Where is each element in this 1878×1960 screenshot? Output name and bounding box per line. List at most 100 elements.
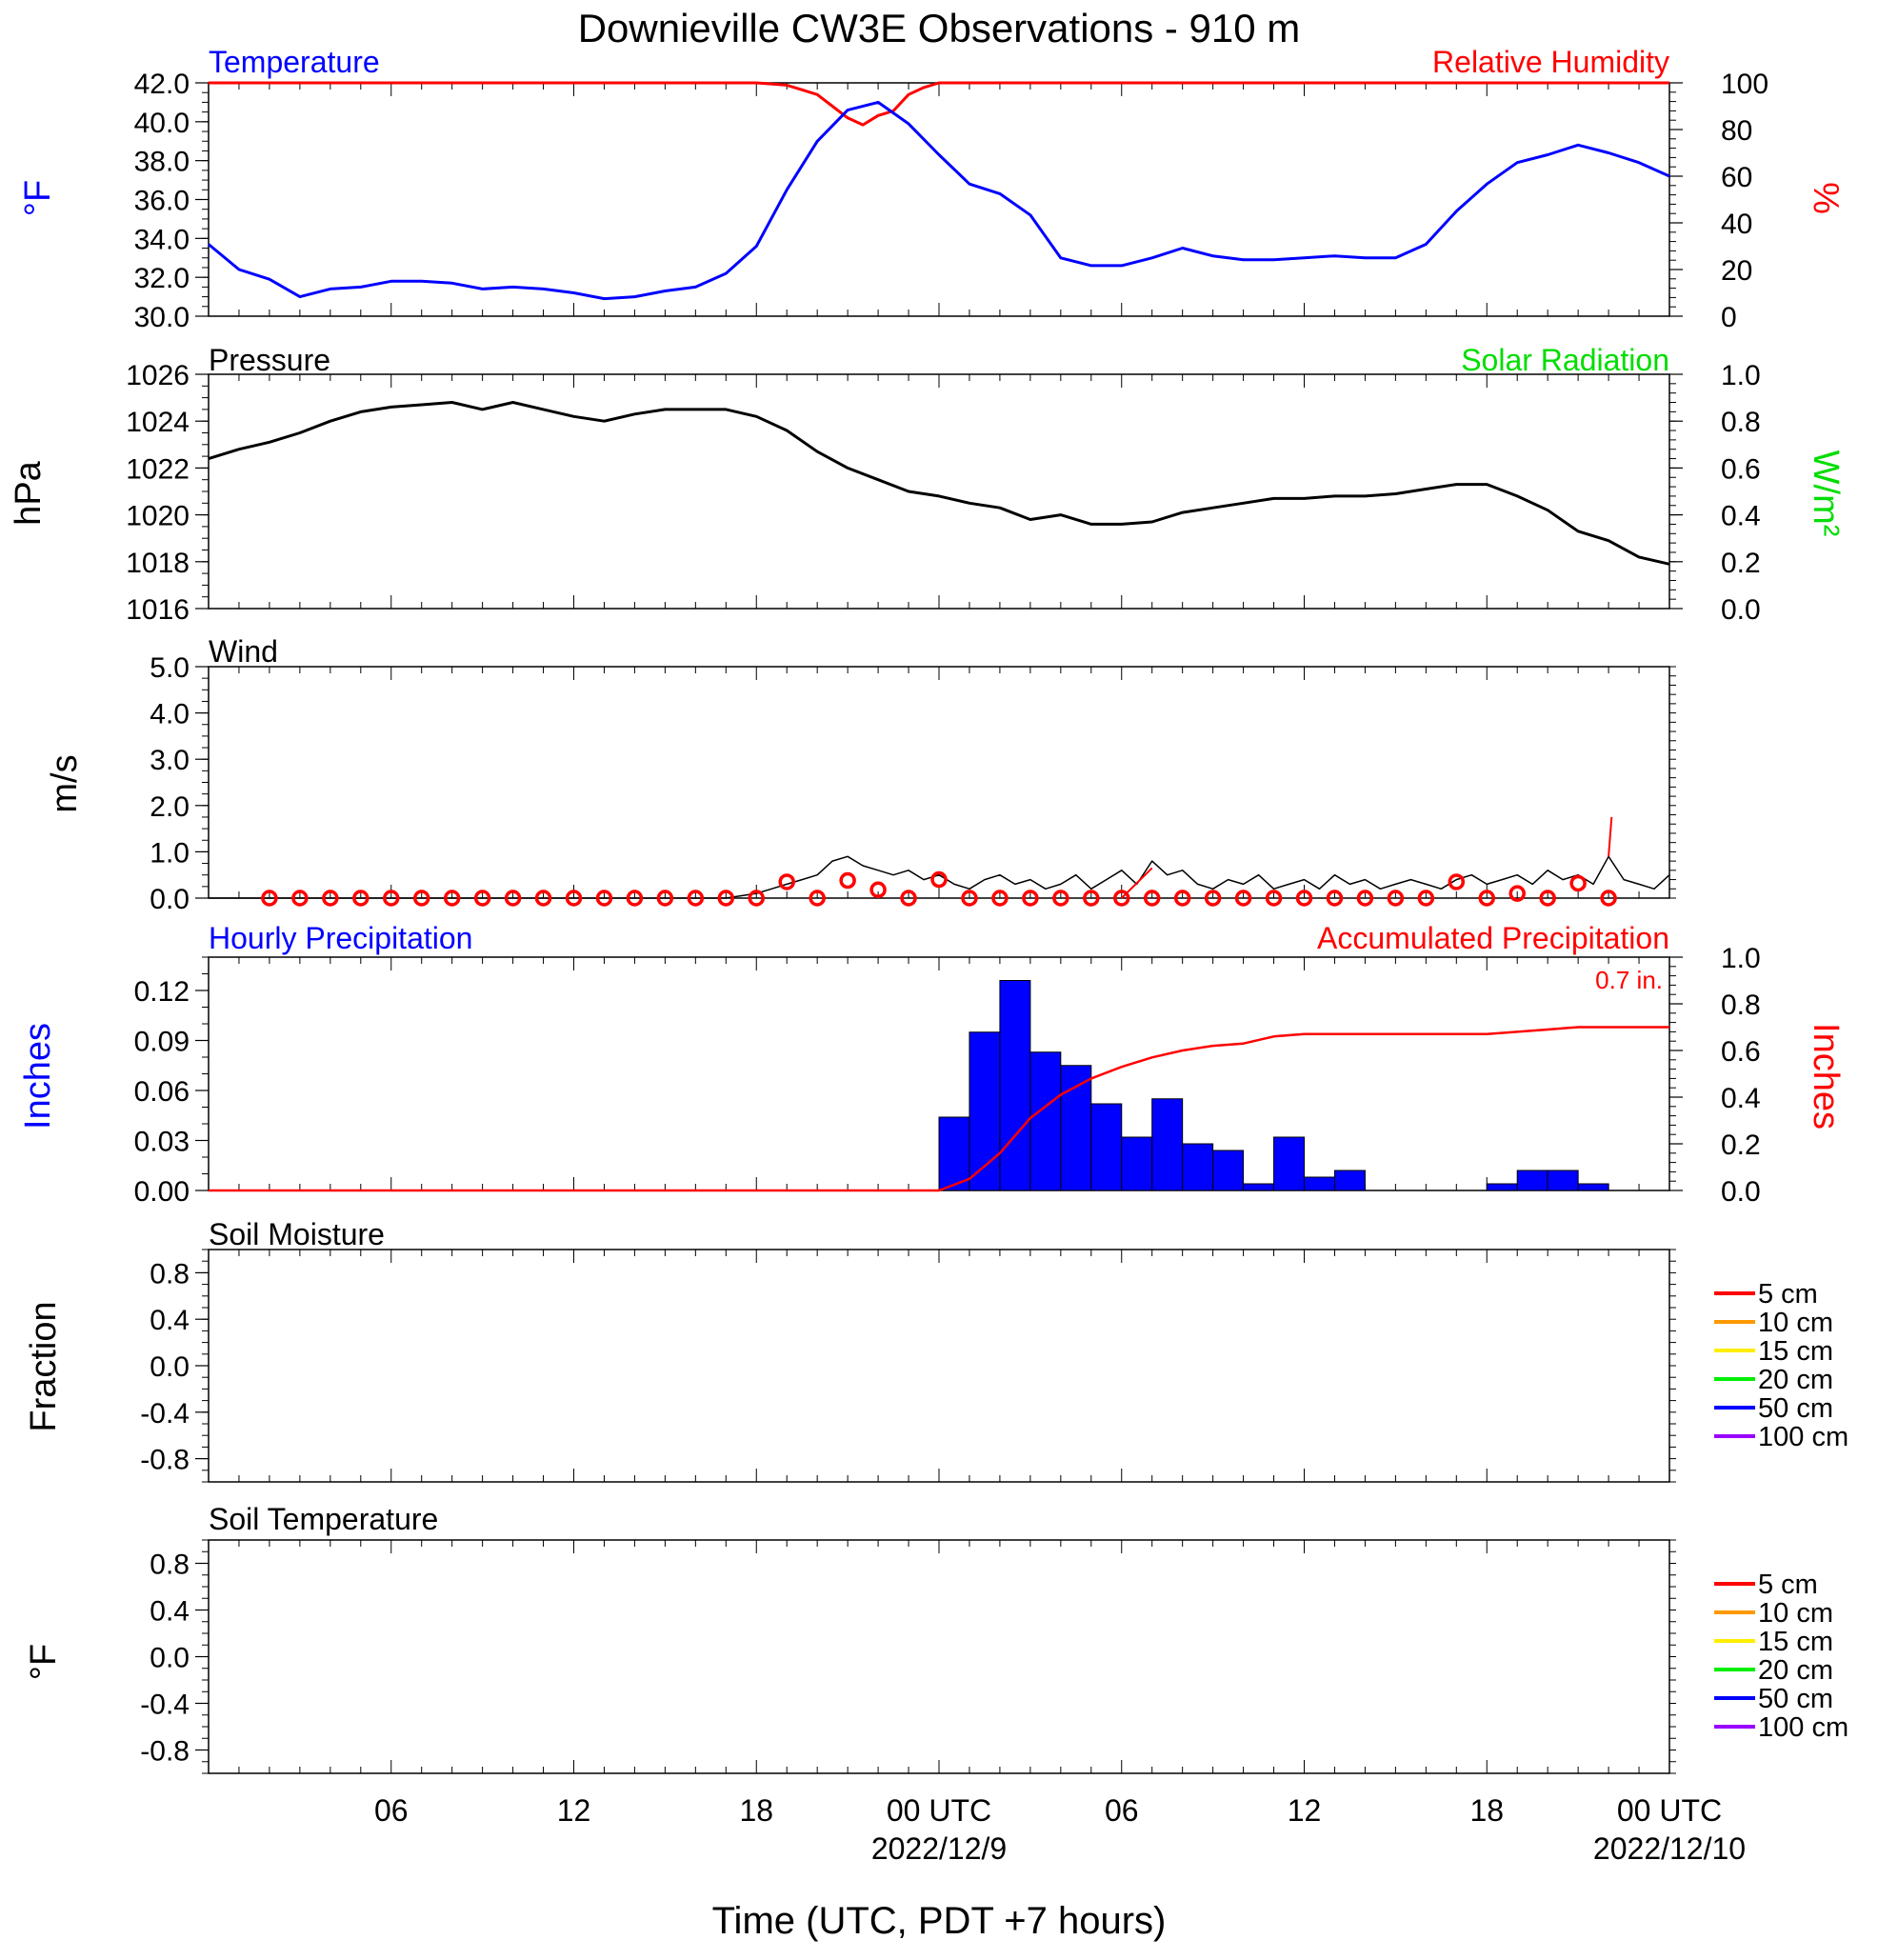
wind-marker	[1600, 890, 1617, 907]
y-tick-label: 40.0	[134, 108, 190, 139]
x-date-label: 2022/12/10	[1593, 1831, 1746, 1866]
y-right-tick-label: 0.6	[1721, 1036, 1761, 1068]
y-tick-label: 0.4	[150, 1596, 190, 1628]
wind-marker	[1052, 890, 1069, 907]
x-tick-label: 06	[1105, 1793, 1139, 1828]
soil-temperature-title: Soil Temperature	[209, 1502, 438, 1536]
wind-marker	[869, 881, 887, 899]
y-tick-label: 1016	[126, 594, 190, 626]
wind-marker	[322, 890, 339, 907]
y-tick-label: -0.8	[140, 1736, 190, 1768]
soil-moisture-title: Soil Moisture	[209, 1217, 385, 1251]
legend-label: 100 cm	[1758, 1422, 1848, 1452]
wind-marker	[1173, 890, 1191, 907]
y-tick-label: 0.00	[134, 1176, 190, 1208]
solar-ylabel: W/m²	[1806, 450, 1846, 537]
y-tick-label: 0.12	[134, 976, 190, 1008]
wind-marker	[930, 870, 948, 889]
wind-marker	[565, 890, 583, 907]
panel-pressure: Pressure Solar Radiation hPa W/m² 1026 10…	[9, 343, 1846, 626]
legend-label: 20 cm	[1758, 1365, 1833, 1395]
y-right-tick-label: 0.0	[1721, 1176, 1761, 1208]
wind-marker	[595, 890, 613, 907]
wind-title: Wind	[209, 634, 278, 669]
temperature-ylabel: °F	[18, 180, 58, 216]
precip-accum-line	[209, 1026, 1669, 1192]
y-right-tick-label: 60	[1721, 162, 1752, 193]
y-right-tick-label: 0.8	[1721, 407, 1761, 438]
precip-hourly-ylabel: Inches	[18, 1023, 58, 1130]
wind-marker	[809, 890, 826, 907]
wind-marker	[443, 890, 461, 907]
precip-bar	[1516, 1170, 1548, 1191]
y-right-tick-label: 100	[1721, 69, 1768, 100]
wind-marker	[383, 890, 400, 907]
wind-marker	[1143, 890, 1161, 907]
legend-label: 50 cm	[1758, 1393, 1833, 1424]
wind-marker	[1569, 874, 1587, 892]
legend-label: 10 cm	[1758, 1598, 1833, 1629]
wind-marker	[1234, 890, 1252, 907]
soil-temperature-frame	[208, 1539, 1670, 1774]
temperature-line	[208, 100, 1670, 301]
y-tick-label: 0.0	[150, 884, 190, 915]
legend-label: 15 cm	[1758, 1627, 1833, 1657]
precip-bar	[1243, 1183, 1275, 1191]
precip-accum-ylabel: Inches	[1806, 1023, 1846, 1130]
y-tick-label: 32.0	[134, 263, 190, 294]
wind-marker	[291, 890, 309, 907]
x-tick-label: 18	[739, 1793, 773, 1828]
soil-temperature-ylabel: °F	[24, 1644, 64, 1680]
y-tick-label: -0.4	[140, 1398, 190, 1430]
y-tick-label: 0.8	[150, 1258, 190, 1290]
chart-title: Downieville CW3E Observations - 910 m	[578, 6, 1301, 50]
precip-accum-title: Accumulated Precipitation	[1317, 921, 1669, 955]
precip-bar	[1121, 1136, 1153, 1191]
legend-label: 50 cm	[1758, 1684, 1833, 1714]
legend-label: 5 cm	[1758, 1570, 1818, 1600]
precip-bar	[1182, 1143, 1214, 1191]
y-tick-label: -0.8	[140, 1445, 190, 1476]
y-tick-label: 0.06	[134, 1076, 190, 1108]
wind-marker	[261, 890, 278, 907]
y-tick-label: 34.0	[134, 224, 190, 255]
x-date-label: 2022/12/9	[871, 1831, 1007, 1866]
y-tick-label: 38.0	[134, 147, 190, 178]
y-tick-label: 1018	[126, 548, 190, 579]
wind-marker	[656, 890, 674, 907]
legend-label: 15 cm	[1758, 1336, 1833, 1367]
wind-marker	[1083, 890, 1100, 907]
wind-marker	[1508, 885, 1526, 902]
wind-marker	[1417, 890, 1435, 907]
y-tick-label: 2.0	[150, 791, 190, 823]
y-tick-label: 0.0	[150, 1643, 190, 1674]
precip-bar	[1577, 1183, 1609, 1191]
pressure-frame	[208, 373, 1670, 610]
y-right-tick-label: 0.0	[1721, 594, 1761, 626]
panel-precip: Hourly Precipitation Accumulated Precipi…	[18, 921, 1846, 1208]
y-right-tick-label: 0.6	[1721, 453, 1761, 485]
pressure-ylabel: hPa	[9, 460, 49, 525]
wind-marker	[504, 890, 522, 907]
y-right-tick-label: 0.2	[1721, 1130, 1761, 1161]
precip-bar	[1090, 1103, 1123, 1191]
panel-temperature: Temperature Relative Humidity °F % 42.0 4…	[18, 45, 1846, 333]
pressure-title: Pressure	[209, 343, 330, 377]
y-right-tick-label: 0.2	[1721, 548, 1761, 579]
wind-marker	[1022, 890, 1039, 907]
y-right-tick-label: 1.0	[1721, 943, 1761, 974]
x-tick-label: 06	[374, 1793, 409, 1828]
y-tick-label: 4.0	[150, 699, 190, 730]
y-tick-label: 1022	[126, 453, 190, 485]
y-tick-label: 36.0	[134, 186, 190, 217]
x-tick-label: 12	[557, 1793, 591, 1828]
wind-gust-segment	[1608, 816, 1613, 857]
legend-label: 10 cm	[1758, 1308, 1833, 1338]
wind-marker	[412, 890, 430, 907]
y-tick-label: 0.03	[134, 1127, 190, 1158]
wind-marker	[1478, 890, 1495, 907]
x-tick-label: 00 UTC	[1617, 1793, 1722, 1828]
solar-title: Solar Radiation	[1461, 343, 1669, 377]
wind-marker	[900, 890, 917, 907]
